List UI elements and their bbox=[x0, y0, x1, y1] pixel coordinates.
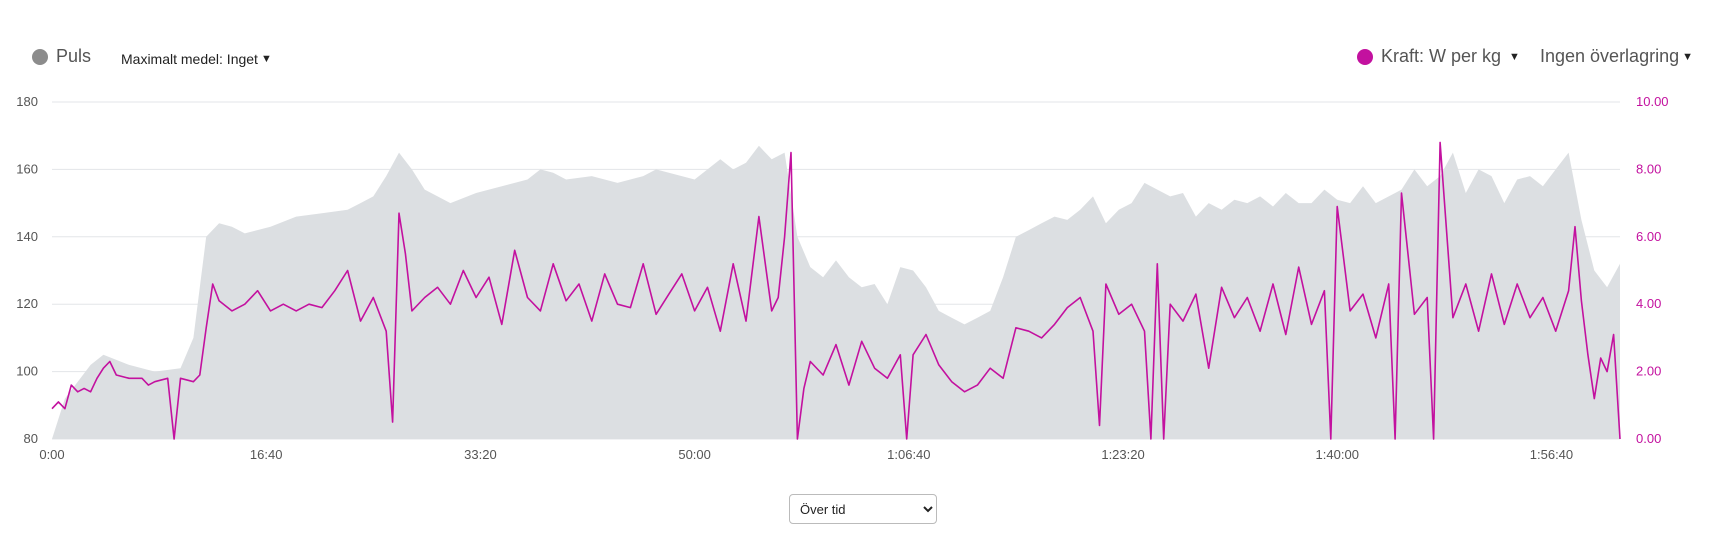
max-average-label: Maximalt medel: Inget bbox=[121, 51, 258, 67]
y-left-tick-label: 100 bbox=[16, 364, 38, 379]
y-right-tick-label: 6.00 bbox=[1636, 229, 1661, 244]
caret-down-icon: ▼ bbox=[260, 53, 272, 65]
y-right-tick-label: 4.00 bbox=[1636, 296, 1661, 311]
power-legend-dot-icon bbox=[1357, 48, 1373, 65]
overlay-label: Ingen överlagring bbox=[1540, 46, 1680, 66]
puls-area bbox=[52, 145, 1620, 440]
x-tick-label: 1:40:00 bbox=[1316, 447, 1359, 460]
x-tick-label: 50:00 bbox=[678, 447, 711, 460]
y-right-tick-label: 10.00 bbox=[1636, 94, 1669, 109]
x-axis-mode-select[interactable]: Över tid bbox=[789, 494, 937, 524]
x-tick-label: 0:00 bbox=[39, 447, 64, 460]
overlay-dropdown[interactable]: Ingen överlagring ▼ bbox=[1540, 46, 1693, 67]
x-tick-label: 1:06:40 bbox=[887, 447, 930, 460]
y-left-tick-label: 180 bbox=[16, 94, 38, 109]
max-average-dropdown[interactable]: Maximalt medel: Inget ▼ bbox=[121, 51, 272, 67]
y-left-tick-label: 140 bbox=[16, 229, 38, 244]
puls-legend-label: Puls bbox=[56, 46, 92, 66]
y-right-tick-label: 2.00 bbox=[1636, 364, 1661, 379]
y-right-tick-label: 8.00 bbox=[1636, 161, 1661, 176]
legend-item-puls[interactable]: Puls bbox=[32, 46, 91, 67]
caret-down-icon: ▼ bbox=[1682, 50, 1693, 63]
hr-power-chart[interactable]: 80 100 120 140 160 180 0.00 2.00 4.00 6.00 8.00 10.… bbox=[0, 80, 1711, 460]
y-left-tick-label: 160 bbox=[16, 161, 38, 176]
x-tick-label: 16:40 bbox=[250, 447, 283, 460]
x-tick-label: 1:23:20 bbox=[1101, 447, 1144, 460]
x-axis-mode-wrapper: Över tid bbox=[789, 494, 937, 524]
y-left-tick-label: 80 bbox=[24, 431, 38, 446]
power-line bbox=[51, 141, 1621, 440]
caret-down-icon: ▼ bbox=[1509, 50, 1520, 63]
x-tick-label: 33:20 bbox=[464, 447, 497, 460]
y-left-tick-label: 120 bbox=[16, 296, 38, 311]
power-metric-dropdown[interactable]: Kraft: W per kg ▼ bbox=[1357, 46, 1520, 67]
puls-legend-dot-icon bbox=[32, 48, 48, 65]
chart-toolbar: Puls Maximalt medel: Inget ▼ Kraft: W pe… bbox=[0, 0, 1711, 80]
power-legend-label: Kraft: W per kg bbox=[1381, 46, 1502, 66]
x-tick-label: 1:56:40 bbox=[1530, 447, 1573, 460]
y-right-tick-label: 0.00 bbox=[1636, 431, 1661, 446]
